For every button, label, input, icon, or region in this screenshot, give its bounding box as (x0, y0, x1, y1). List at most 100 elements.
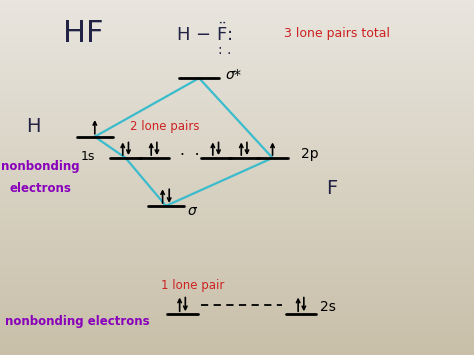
Bar (0, 2, 474, 4)
Bar (0, 30, 474, 32)
Bar (0, 117, 474, 119)
Bar (0, 128, 474, 130)
Bar (0, 268, 474, 270)
Text: nonbonding electrons: nonbonding electrons (5, 315, 149, 328)
Bar (0, 170, 474, 172)
Bar (0, 16, 474, 18)
Bar (0, 115, 474, 117)
Bar (0, 25, 474, 27)
Bar (0, 122, 474, 124)
Bar (0, 304, 474, 305)
Bar (0, 231, 474, 233)
Text: 2p: 2p (301, 147, 319, 162)
Bar (0, 202, 474, 204)
Bar (0, 195, 474, 197)
Bar (0, 220, 474, 222)
Bar (0, 112, 474, 114)
Bar (0, 206, 474, 208)
Bar (0, 343, 474, 344)
Bar (0, 176, 474, 178)
Bar (0, 346, 474, 348)
Bar (0, 142, 474, 144)
Bar (0, 172, 474, 174)
Bar (0, 264, 474, 266)
Bar (0, 204, 474, 206)
Bar (0, 83, 474, 85)
Bar (0, 144, 474, 146)
Bar (0, 140, 474, 142)
Bar (0, 76, 474, 78)
Bar (0, 298, 474, 300)
Bar (0, 259, 474, 261)
Bar (0, 181, 474, 183)
Text: nonbonding: nonbonding (1, 160, 80, 173)
Bar (0, 23, 474, 25)
Bar (0, 307, 474, 309)
Bar (0, 344, 474, 346)
Bar (0, 96, 474, 98)
Bar (0, 277, 474, 279)
Bar (0, 286, 474, 288)
Bar (0, 106, 474, 108)
Bar (0, 320, 474, 321)
Bar (0, 199, 474, 201)
Bar (0, 153, 474, 154)
Bar (0, 309, 474, 311)
Bar (0, 51, 474, 53)
Bar (0, 69, 474, 71)
Bar (0, 334, 474, 335)
Bar (0, 101, 474, 103)
Text: : .: : . (219, 43, 232, 57)
Bar (0, 296, 474, 298)
Bar (0, 328, 474, 330)
Bar (0, 48, 474, 50)
Bar (0, 236, 474, 238)
Bar (0, 197, 474, 199)
Bar (0, 99, 474, 101)
Bar (0, 169, 474, 170)
Text: F: F (326, 179, 337, 198)
Bar (0, 71, 474, 73)
Bar (0, 75, 474, 76)
Bar (0, 135, 474, 137)
Bar (0, 257, 474, 259)
Bar (0, 241, 474, 243)
Bar (0, 234, 474, 236)
Bar (0, 192, 474, 193)
Bar (0, 353, 474, 355)
Bar (0, 335, 474, 337)
Bar (0, 55, 474, 57)
Bar (0, 131, 474, 133)
Bar (0, 53, 474, 55)
Bar (0, 302, 474, 304)
Bar (0, 213, 474, 215)
Bar (0, 217, 474, 218)
Bar (0, 215, 474, 217)
Bar (0, 222, 474, 224)
Bar (0, 46, 474, 48)
Bar (0, 291, 474, 293)
Bar (0, 300, 474, 302)
Bar (0, 85, 474, 87)
Bar (0, 110, 474, 112)
Bar (0, 348, 474, 350)
Bar (0, 211, 474, 213)
Bar (0, 11, 474, 12)
Bar (0, 137, 474, 138)
Bar (0, 41, 474, 43)
Bar (0, 146, 474, 147)
Bar (0, 275, 474, 277)
Bar (0, 165, 474, 167)
Bar (0, 98, 474, 99)
Bar (0, 124, 474, 126)
Bar (0, 341, 474, 343)
Bar (0, 248, 474, 250)
Bar (0, 158, 474, 160)
Bar (0, 89, 474, 91)
Bar (0, 256, 474, 257)
Bar (0, 80, 474, 82)
Bar (0, 92, 474, 94)
Bar (0, 288, 474, 289)
Bar (0, 160, 474, 162)
Bar (0, 351, 474, 353)
